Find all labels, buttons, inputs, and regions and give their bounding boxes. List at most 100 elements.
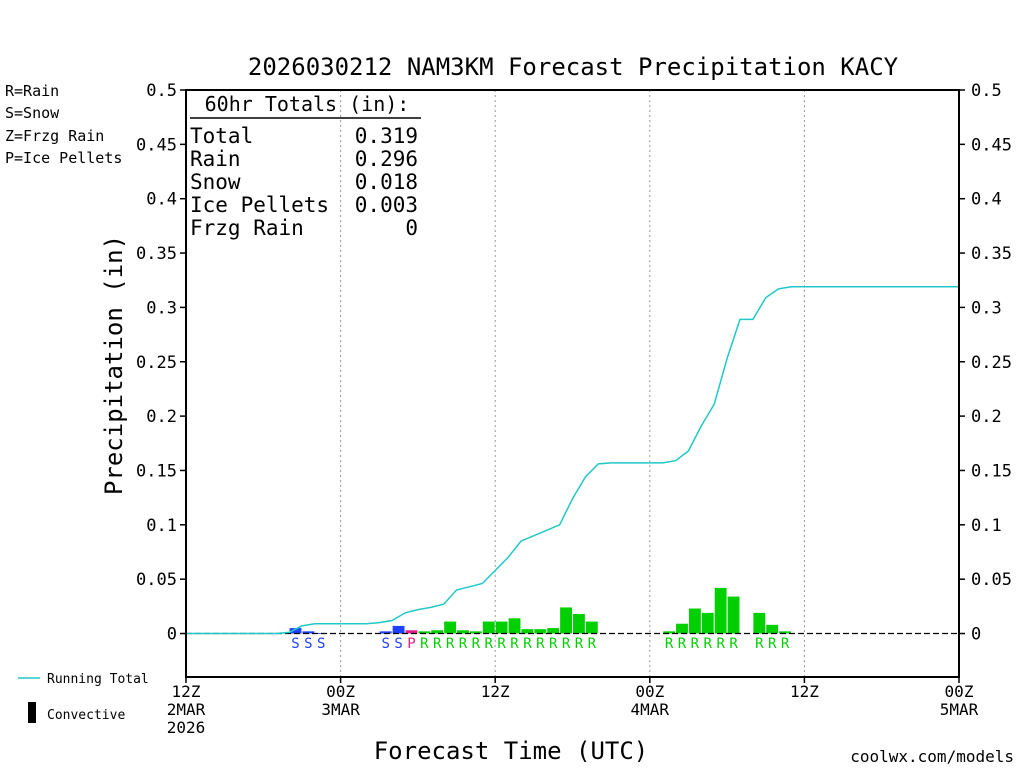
precip-bar-23 bbox=[701, 612, 714, 634]
y-tick-right-label-3: 0.15 bbox=[971, 461, 1012, 481]
y-tick-right-label-10: 0.5 bbox=[971, 81, 1002, 101]
ptype-letter-2: S bbox=[317, 636, 325, 652]
precip-bar-20 bbox=[663, 631, 676, 634]
ptype-legend: R=Rain S=Snow Z=Frzg Rain P=Ice Pellets bbox=[5, 82, 122, 167]
credit-text: coolwx.com/models bbox=[850, 747, 1014, 766]
precip-bar-14 bbox=[521, 629, 534, 634]
precip-bar-4 bbox=[392, 625, 405, 634]
precip-bar-27 bbox=[766, 624, 779, 634]
series-legend: Running Total Convective bbox=[18, 672, 149, 723]
x-tick-label-4-0: 12Z bbox=[790, 682, 819, 701]
ptype-letter-22: R bbox=[691, 636, 700, 652]
precip-bar-28 bbox=[779, 631, 792, 634]
y-tick-left-label-0: 0 bbox=[167, 625, 177, 645]
y-tick-right-label-6: 0.3 bbox=[971, 298, 1002, 318]
x-tick-label-0-1: 2MAR bbox=[167, 700, 206, 719]
y-tick-right-label-1: 0.05 bbox=[971, 570, 1012, 590]
precip-bar-0 bbox=[289, 628, 302, 634]
x-tick-label-0-0: 12Z bbox=[172, 682, 201, 701]
y-axis-label: Precipitation (in) bbox=[100, 235, 128, 495]
y-tick-left-label-7: 0.35 bbox=[136, 244, 177, 264]
ptype-letter-0: S bbox=[291, 636, 299, 652]
legend-frzg-rain: Z=Frzg Rain bbox=[5, 127, 104, 145]
ptype-letter-28: R bbox=[781, 636, 790, 652]
y-tick-left-label-10: 0.5 bbox=[146, 81, 177, 101]
precip-bar-22 bbox=[688, 608, 701, 634]
ptype-letter-20: R bbox=[665, 636, 674, 652]
ptype-letter-8: R bbox=[446, 636, 455, 652]
x-tick-label-3-1: 4MAR bbox=[631, 700, 670, 719]
ptype-letter-11: R bbox=[485, 636, 494, 652]
totals-value-rain: 0.296 bbox=[355, 147, 418, 171]
precip-bar-13 bbox=[508, 618, 521, 634]
ptype-letter-23: R bbox=[704, 636, 713, 652]
running-total-line bbox=[186, 286, 959, 635]
y-tick-right-label-8: 0.4 bbox=[971, 190, 1002, 210]
x-tick-label-1-0: 00Z bbox=[326, 682, 355, 701]
totals-value-snow: 0.018 bbox=[355, 170, 418, 194]
y-tick-left-label-9: 0.45 bbox=[136, 135, 177, 155]
precip-bar-24 bbox=[714, 587, 727, 634]
ptype-letter-9: R bbox=[459, 636, 468, 652]
y-tick-right-label-2: 0.1 bbox=[971, 516, 1002, 536]
precip-bar-3 bbox=[379, 631, 392, 634]
ptype-letter-5: P bbox=[407, 636, 415, 652]
totals-label-snow: Snow bbox=[190, 170, 241, 194]
precip-bars bbox=[289, 587, 792, 634]
precip-bar-26 bbox=[753, 612, 766, 634]
x-tick-label-3-0: 00Z bbox=[635, 682, 664, 701]
legend-snow: S=Snow bbox=[5, 104, 60, 122]
legend-convective: Convective bbox=[47, 708, 125, 723]
totals-value-ice-pellets: 0.003 bbox=[355, 193, 418, 217]
ptype-letter-19: R bbox=[588, 636, 597, 652]
totals-label-rain: Rain bbox=[190, 147, 241, 171]
precip-bar-12 bbox=[495, 621, 508, 634]
y-tick-left-label-1: 0.05 bbox=[136, 570, 177, 590]
y-tick-left-label-8: 0.4 bbox=[146, 190, 177, 210]
totals-label-total: Total bbox=[190, 124, 253, 148]
ptype-letter-25: R bbox=[729, 636, 738, 652]
precip-bar-1 bbox=[302, 631, 315, 634]
chart-title: 2026030212 NAM3KM Forecast Precipitation… bbox=[248, 53, 899, 81]
ptype-letter-18: R bbox=[575, 636, 584, 652]
precip-bar-19 bbox=[585, 621, 598, 634]
ptype-letter-17: R bbox=[562, 636, 571, 652]
x-tick-label-5-0: 00Z bbox=[945, 682, 974, 701]
ptype-letter-27: R bbox=[768, 636, 777, 652]
ptype-letter-21: R bbox=[678, 636, 687, 652]
precip-bar-21 bbox=[676, 623, 688, 634]
legend-running-total: Running Total bbox=[47, 672, 149, 687]
ptype-letter-4: S bbox=[394, 636, 402, 652]
totals-heading: 60hr Totals (in): bbox=[205, 92, 410, 116]
ptype-letter-26: R bbox=[755, 636, 764, 652]
y-axis-ticks: 0 0 0.05 0.05 0.1 0.1 0.15 0.15 0.2 0.2 0.25 0.25 0.… bbox=[136, 81, 1012, 645]
totals-value-total: 0.319 bbox=[355, 124, 418, 148]
precip-bar-25 bbox=[727, 596, 740, 634]
ptype-letter-15: R bbox=[536, 636, 545, 652]
totals-label-ice-pellets: Ice Pellets bbox=[190, 193, 329, 217]
precip-bar-5 bbox=[405, 630, 418, 634]
ptype-letter-13: R bbox=[510, 636, 519, 652]
y-tick-right-label-4: 0.2 bbox=[971, 407, 1002, 427]
x-tick-label-0-2: 2026 bbox=[167, 718, 206, 737]
legend-ice-pellets: P=Ice Pellets bbox=[5, 149, 122, 167]
ptype-letter-7: R bbox=[433, 636, 442, 652]
y-tick-left-label-3: 0.15 bbox=[136, 461, 177, 481]
precip-bar-6 bbox=[418, 631, 431, 634]
ptype-letter-16: R bbox=[549, 636, 558, 652]
totals-label-frzg-rain: Frzg Rain bbox=[190, 216, 304, 240]
y-tick-right-label-5: 0.25 bbox=[971, 353, 1012, 373]
precip-bar-8 bbox=[444, 621, 457, 634]
ptype-letter-12: R bbox=[497, 636, 506, 652]
precip-bar-16 bbox=[547, 628, 560, 634]
x-tick-label-1-1: 3MAR bbox=[321, 700, 360, 719]
ptype-letter-6: R bbox=[420, 636, 429, 652]
legend-rain: R=Rain bbox=[5, 82, 59, 100]
x-axis-label: Forecast Time (UTC) bbox=[374, 737, 649, 765]
ptype-letter-1: S bbox=[304, 636, 312, 652]
x-tick-label-5-1: 5MAR bbox=[940, 700, 979, 719]
plot-frame bbox=[185, 89, 960, 678]
